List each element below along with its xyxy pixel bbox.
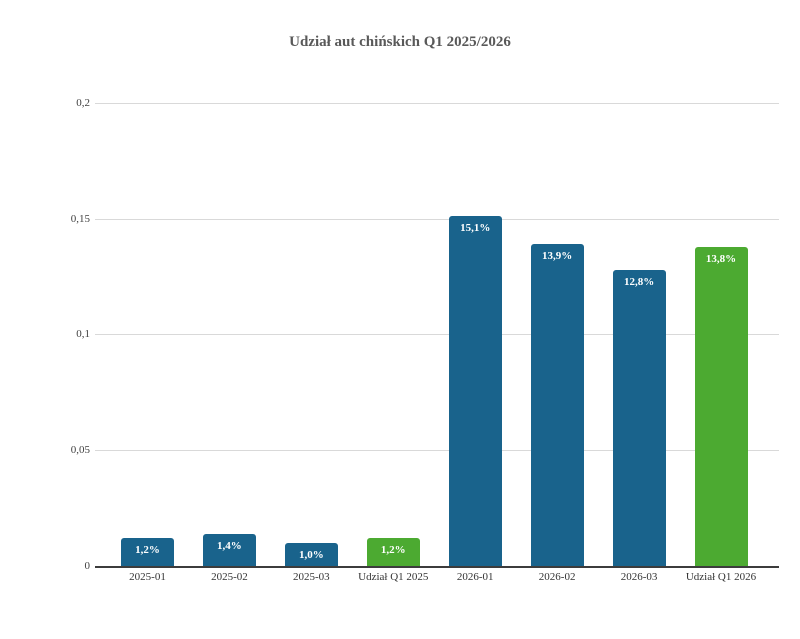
gridline bbox=[95, 334, 779, 335]
bar-value-label: 15,1% bbox=[460, 222, 491, 234]
y-axis-tick-label: 0,05 bbox=[70, 444, 90, 456]
bar: 15,1% bbox=[448, 216, 502, 566]
bar-value-label: 1,2% bbox=[135, 544, 160, 556]
bar-value-label: 1,4% bbox=[217, 540, 242, 552]
y-axis-tick-label: 0 bbox=[84, 560, 91, 572]
bar: 12,8% bbox=[612, 270, 666, 566]
x-axis-baseline bbox=[95, 566, 779, 568]
x-axis-tick-label: 2026-02 bbox=[538, 571, 576, 583]
x-axis-tick-label: 2025-01 bbox=[129, 571, 166, 583]
gridline bbox=[95, 219, 779, 220]
bar-value-label: 13,9% bbox=[542, 250, 573, 262]
bar: 1,2% bbox=[121, 538, 174, 566]
bar-value-label: 1,0% bbox=[298, 549, 324, 561]
y-axis-tick-label: 0,2 bbox=[76, 97, 90, 109]
gridline bbox=[95, 103, 779, 104]
x-axis-tick-label: Udział Q1 2026 bbox=[685, 571, 757, 583]
chart-title: Udział aut chińskich Q1 2025/2026 bbox=[289, 34, 511, 50]
x-axis-tick-label: Udział Q1 2025 bbox=[358, 571, 429, 583]
x-axis-tick-label: 2025-02 bbox=[211, 571, 248, 583]
gridline bbox=[95, 450, 779, 451]
bar: 13,8% bbox=[694, 247, 748, 566]
y-axis-tick-label: 0,15 bbox=[70, 213, 90, 225]
bar: 1,4% bbox=[202, 534, 256, 566]
x-axis-tick-label: 2026-03 bbox=[620, 571, 658, 583]
x-axis-tick-label: 2026-01 bbox=[456, 571, 494, 583]
bar: 1,0% bbox=[284, 543, 338, 566]
bar-value-label: 1,2% bbox=[380, 544, 406, 556]
y-axis-tick-label: 0,1 bbox=[76, 328, 90, 340]
bar: 1,2% bbox=[366, 538, 420, 566]
bar: 13,9% bbox=[530, 244, 584, 566]
x-axis-tick-label: 2025-03 bbox=[293, 571, 330, 583]
bar-value-label: 13,8% bbox=[705, 253, 737, 265]
bar-value-label: 12,8% bbox=[623, 276, 655, 288]
